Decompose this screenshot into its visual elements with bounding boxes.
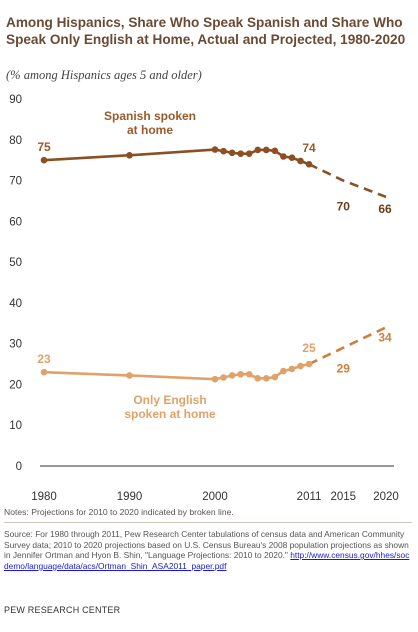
y-tick-label: 80 (9, 135, 22, 147)
data-label: 70 (337, 200, 351, 214)
data-point (271, 147, 279, 155)
x-tick-label: 1990 (117, 491, 143, 500)
chart-title: Among Hispanics, Share Who Speak Spanish… (6, 15, 406, 47)
data-point (220, 147, 227, 155)
data-point (126, 151, 133, 159)
data-label: 34 (378, 330, 392, 344)
series-line-actual (43, 148, 310, 166)
x-tick-label: 1980 (31, 491, 57, 500)
data-point (211, 375, 219, 383)
data-label: 23 (37, 352, 51, 366)
x-tick-label: 2011 (297, 491, 322, 500)
x-axis: 1980 1990 2000 2011 2015 2020 (31, 465, 399, 500)
line-chart: 0 10 20 30 40 50 60 70 80 90 1980 1990 2000 2011 2015… (9, 94, 399, 500)
y-tick-label: 20 (9, 379, 22, 391)
data-point (288, 365, 296, 373)
series-name-label: spoken at home (124, 407, 216, 421)
data-point (245, 370, 253, 378)
y-tick-label: 50 (9, 257, 22, 269)
y-tick-label: 10 (9, 420, 22, 432)
data-point (297, 362, 304, 370)
data-label: 29 (337, 362, 351, 376)
data-point (288, 154, 296, 162)
data-point (263, 146, 270, 154)
y-tick-label: 0 (16, 461, 22, 473)
data-label: 75 (37, 140, 51, 154)
series-points (40, 146, 313, 383)
series-line-actual (43, 362, 310, 381)
data-point (237, 150, 244, 157)
data-point (228, 149, 236, 157)
y-tick-label: 70 (9, 176, 22, 188)
y-tick-label: 90 (9, 94, 22, 106)
data-point (228, 372, 236, 379)
data-point (263, 375, 270, 382)
y-tick-label: 60 (9, 216, 22, 228)
data-point (245, 150, 253, 157)
data-label: 74 (302, 141, 316, 155)
chart-notes: Notes: Projections for 2010 to 2020 indi… (4, 507, 234, 517)
source-link[interactable]: http://www.census.gov/hhes/socdemo/langu… (4, 550, 410, 571)
y-tick-label: 30 (9, 339, 22, 351)
series-line-projected (308, 326, 387, 366)
data-point (280, 153, 287, 160)
source-note: Source: For 1980 through 2011, Pew Resea… (4, 529, 412, 571)
data-point (305, 360, 313, 368)
data-point (237, 370, 244, 378)
source-text: Source: For 1980 through 2011, Pew Resea… (4, 529, 409, 561)
data-point (297, 157, 304, 165)
data-point (220, 374, 227, 381)
series-name-label: Spanish spoken (104, 109, 196, 123)
data-point (211, 146, 219, 153)
organization-name: PEW RESEARCH CENTER (4, 605, 121, 615)
data-point (40, 368, 48, 376)
data-point (280, 367, 287, 375)
data-point (305, 160, 313, 168)
series-name-label: Only English (133, 393, 206, 407)
data-point (40, 156, 48, 164)
data-point (126, 372, 133, 379)
data-point (254, 146, 262, 154)
series-name-label: at home (127, 123, 173, 137)
series-lines (43, 148, 387, 381)
data-point (254, 375, 262, 382)
y-tick-label: 40 (9, 298, 22, 310)
divider (4, 522, 412, 523)
data-label: 66 (378, 202, 392, 216)
y-axis: 0 10 20 30 40 50 60 70 80 90 (9, 94, 22, 473)
x-tick-label: 2015 (330, 491, 356, 500)
data-point (271, 373, 279, 381)
x-tick-label: 2000 (202, 491, 228, 500)
x-tick-label: 2020 (373, 491, 399, 500)
chart-subtitle: (% among Hispanics ages 5 and older) (6, 68, 202, 82)
series-line-projected (308, 163, 387, 199)
data-label: 25 (302, 341, 316, 355)
